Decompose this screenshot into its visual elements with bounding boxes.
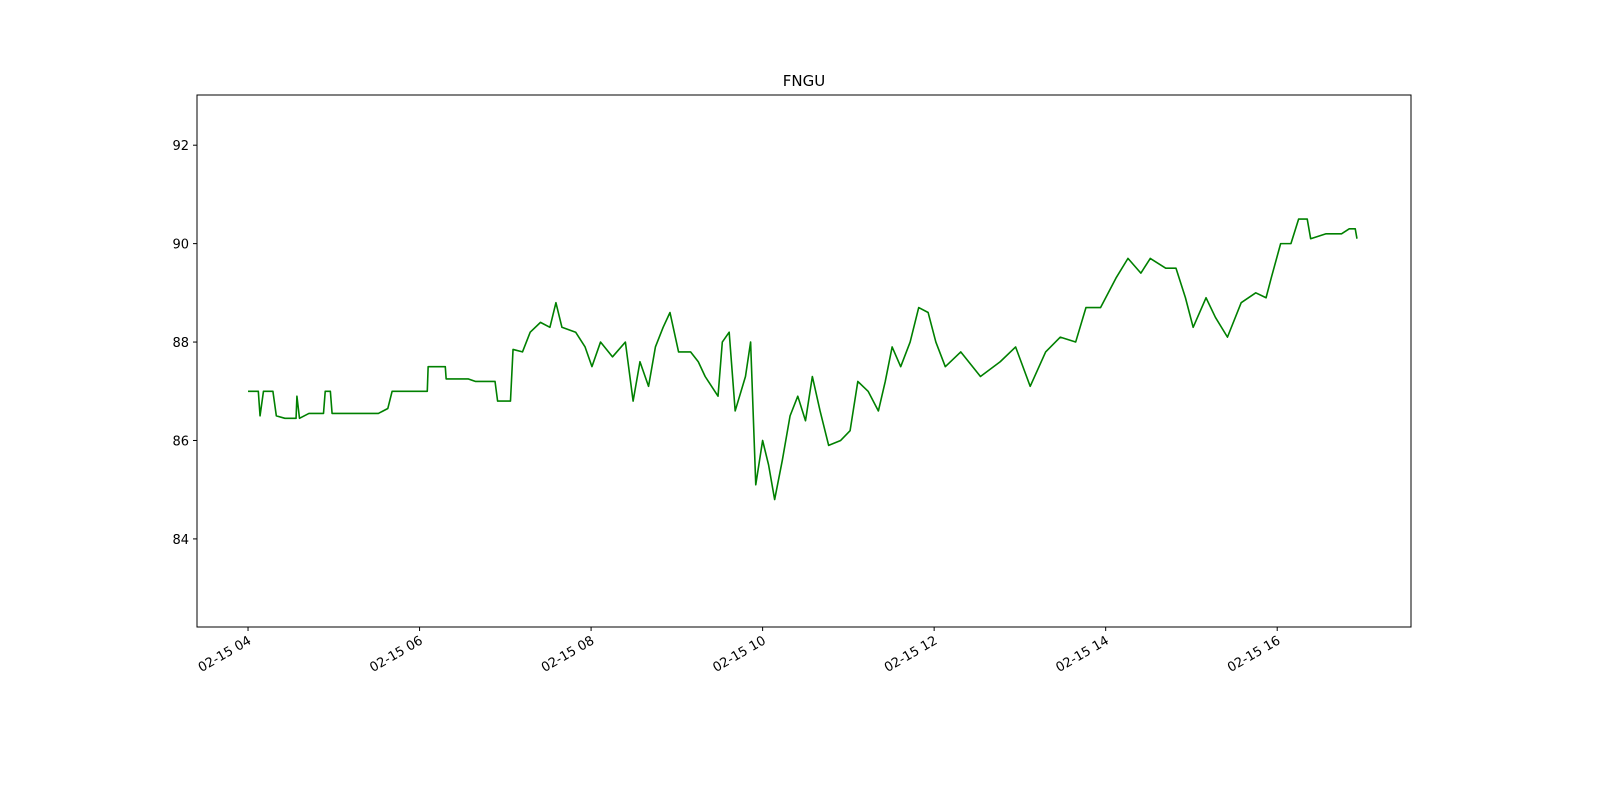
x-tick-label: 02-15 08 [539,633,597,675]
plot-frame [196,94,1412,628]
price-line [248,218,1358,501]
x-tick-label: 02-15 10 [710,633,768,675]
x-tick-label: 02-15 06 [367,633,425,675]
x-tick-label: 02-15 14 [1054,633,1112,675]
y-tick-label: 84 [172,533,189,548]
y-tick-label: 92 [172,139,189,154]
x-tick-label: 02-15 04 [196,633,254,675]
x-tick-label: 02-15 16 [1225,633,1283,675]
y-tick-label: 90 [172,238,189,253]
y-tick-label: 88 [172,336,189,351]
y-tick-label: 86 [172,434,189,449]
x-tick-label: 02-15 12 [882,633,940,675]
chart-title: FNGU [783,72,825,90]
